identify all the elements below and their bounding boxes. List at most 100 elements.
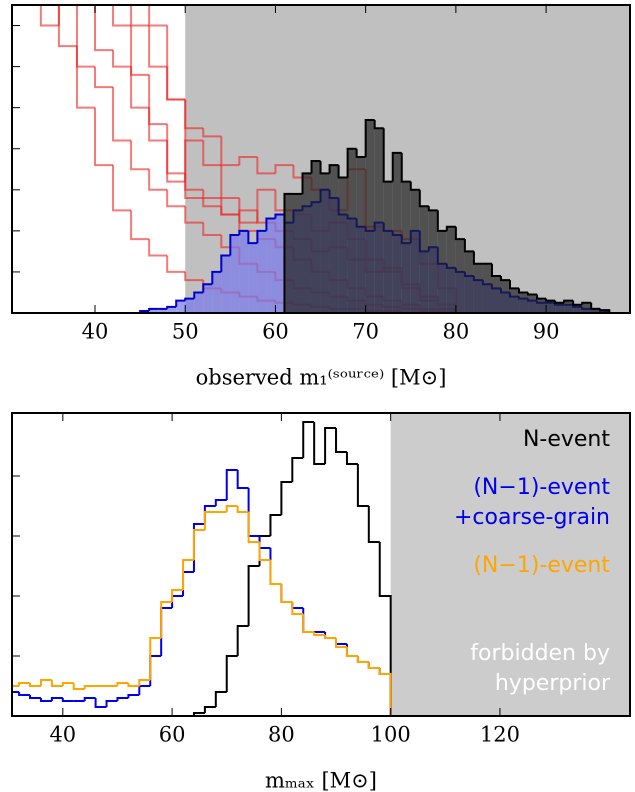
histogram-bar	[528, 294, 538, 313]
histogram-step	[280, 584, 293, 603]
histogram-bar	[212, 271, 222, 313]
histogram-step	[127, 683, 140, 687]
histogram-step	[171, 589, 184, 602]
histogram-step	[5, 0, 23, 313]
axes-frame	[11, 412, 631, 717]
histogram-step	[29, 683, 41, 687]
axes-frame	[11, 4, 631, 314]
histogram-bar	[537, 298, 547, 313]
histogram-step	[572, 300, 583, 306]
histogram-step	[328, 164, 339, 174]
histogram-step	[148, 74, 168, 126]
histogram-bar	[491, 276, 501, 313]
histogram-step	[94, 107, 114, 167]
histogram-step	[12, 691, 20, 693]
x-tick-label: 100	[371, 723, 411, 747]
histogram-bar	[573, 304, 583, 313]
histogram-step	[95, 0, 113, 1]
histogram-step	[166, 305, 177, 309]
histogram-step	[436, 210, 447, 232]
histogram-bar	[203, 284, 213, 313]
histogram-step	[258, 535, 271, 566]
histogram-step	[256, 156, 276, 175]
histogram-bar	[546, 300, 556, 313]
histogram-step	[211, 270, 222, 285]
histogram-step	[238, 229, 249, 235]
histogram-bar	[320, 173, 330, 313]
histogram-step	[148, 5, 168, 27]
histogram-step	[203, 505, 216, 524]
histogram-bar	[401, 181, 411, 313]
histogram-step	[166, 255, 186, 273]
histogram-step	[192, 523, 205, 572]
histogram-step	[166, 140, 186, 175]
histogram-bar	[519, 292, 529, 313]
histogram-bar	[221, 255, 231, 313]
histogram-step	[590, 302, 601, 310]
histogram-step	[335, 428, 347, 453]
histogram-step	[94, 66, 114, 89]
histogram-step	[291, 602, 304, 615]
histogram-step	[345, 452, 358, 465]
annotation: hyperprior	[495, 671, 611, 696]
histogram-step	[346, 147, 357, 178]
histogram-step	[382, 128, 393, 183]
histogram-step	[265, 217, 276, 231]
histogram-step	[238, 198, 258, 224]
histogram-bar	[473, 263, 483, 313]
histogram-bar	[510, 288, 520, 313]
histogram-step	[214, 691, 227, 707]
histogram-step	[247, 565, 260, 626]
histogram-step	[238, 155, 258, 166]
histogram-bar	[248, 243, 258, 313]
histogram-step	[310, 160, 321, 174]
histogram-step	[220, 254, 231, 272]
histogram-step	[160, 601, 173, 638]
histogram-step	[171, 595, 184, 608]
histogram-bar	[356, 156, 366, 313]
histogram-step	[454, 226, 465, 241]
histogram-bar	[311, 161, 321, 313]
annotation: forbidden by	[470, 641, 610, 666]
x-tick-label: 120	[480, 723, 520, 747]
histogram-bar	[455, 239, 465, 313]
histogram-bar	[365, 119, 375, 313]
histogram-step	[182, 571, 194, 596]
histogram-step	[50, 680, 63, 687]
histogram-step	[193, 291, 204, 299]
x-tick-label: 80	[268, 723, 295, 747]
histogram-step	[5, 0, 23, 313]
histogram-step	[472, 251, 483, 265]
histogram-step	[225, 469, 238, 500]
histogram-step	[225, 505, 238, 512]
histogram-step	[148, 307, 159, 311]
histogram-step	[247, 488, 260, 537]
histogram-step	[536, 294, 547, 300]
histogram-step	[5, 0, 23, 313]
histogram-step	[581, 301, 592, 305]
histogram-step	[148, 169, 168, 191]
histogram-step	[184, 99, 204, 191]
histogram-step	[356, 464, 369, 507]
histogram-step	[302, 421, 315, 458]
histogram-step	[378, 542, 392, 716]
legend-entry: (N−1)-event	[473, 553, 610, 578]
histogram-step	[18, 692, 31, 696]
histogram-step	[302, 608, 315, 633]
histogram-step	[148, 25, 168, 68]
histogram-step	[274, 164, 294, 174]
histogram-step	[94, 5, 114, 52]
legend-entry: (N−1)-event +coarse-grain	[454, 475, 610, 530]
histogram-step	[166, 124, 186, 183]
histogram-step	[367, 506, 380, 543]
histogram-step	[599, 308, 611, 313]
histogram-step	[192, 529, 205, 560]
histogram-step	[148, 239, 168, 257]
histogram-step	[247, 230, 258, 245]
histogram-step	[149, 637, 162, 680]
histogram-bar	[564, 300, 574, 313]
histogram-step	[291, 602, 304, 609]
histogram-step	[256, 229, 267, 244]
histogram-step	[280, 481, 293, 515]
histogram-step	[113, 0, 131, 1]
